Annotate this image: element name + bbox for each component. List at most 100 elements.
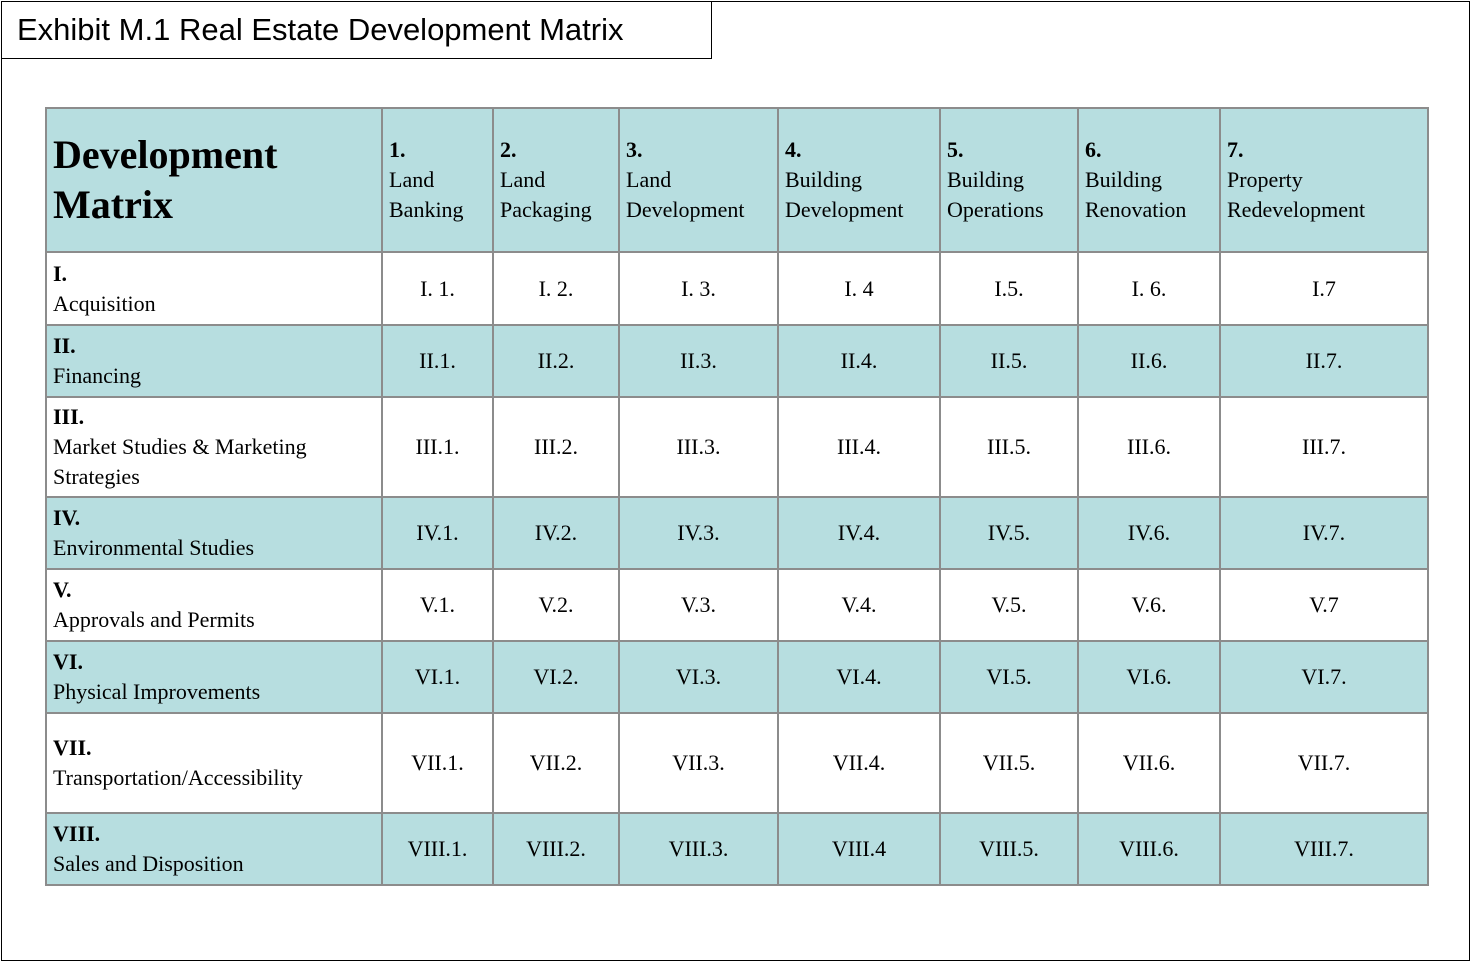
matrix-cell: VIII.7. [1219,812,1429,886]
row-header: VII. Transportation/Accessibility [45,712,383,814]
column-label: Property Redevelopment [1227,167,1366,222]
matrix-cell: VII.5. [939,712,1079,814]
matrix-cell: IV.1. [381,496,494,570]
matrix-row: V. Approvals and Permits V.1. V.2. V.3. V.4. V… [45,568,1429,642]
matrix-cell: II.7. [1219,324,1429,398]
matrix-cell: VII.3. [618,712,779,814]
matrix-cell: V.6. [1077,568,1221,642]
matrix-row: VII. Transportation/Accessibility VII.1. VI… [45,712,1429,814]
row-label: Market Studies & Marketing Strategies [53,434,307,489]
column-label: Land Development [626,167,745,222]
matrix-cell: VIII.1. [381,812,494,886]
matrix-cell: VII.6. [1077,712,1221,814]
row-header: VI. Physical Improvements [45,640,383,714]
row-header: III. Market Studies & Marketing Strategie… [45,396,383,498]
matrix-cell: I.5. [939,251,1079,326]
row-label: Transportation/Accessibility [53,765,303,790]
matrix-cell: III.7. [1219,396,1429,498]
column-header: 3. Land Development [618,107,779,253]
matrix-cell: II.5. [939,324,1079,398]
row-number: I. [53,260,68,286]
matrix-cell: VII.4. [777,712,941,814]
row-label: Environmental Studies [53,535,255,560]
row-header: IV. Environmental Studies [45,496,383,570]
row-label: Financing [53,363,141,388]
matrix-cell: VIII.6. [1077,812,1221,886]
matrix-cell: V.5. [939,568,1079,642]
matrix-cell: III.2. [492,396,620,498]
matrix-cell: VIII.4 [777,812,941,886]
matrix-cell: VIII.3. [618,812,779,886]
matrix-row: IV. Environmental Studies IV.1. IV.2. IV.3. I… [45,496,1429,570]
column-header: 5. Building Operations [939,107,1079,253]
exhibit-title: Exhibit M.1 Real Estate Development Matr… [1,1,712,59]
matrix-cell: IV.5. [939,496,1079,570]
matrix-cell: V.3. [618,568,779,642]
matrix-cell: IV.4. [777,496,941,570]
matrix-cell: VI.3. [618,640,779,714]
column-number: 4. [785,137,802,162]
matrix-cell: V.7 [1219,568,1429,642]
matrix-cell: I. 2. [492,251,620,326]
matrix-cell: I. 4 [777,251,941,326]
matrix-cell: II.6. [1077,324,1221,398]
matrix-cell: VI.4. [777,640,941,714]
matrix-cell: III.3. [618,396,779,498]
matrix-cell: III.6. [1077,396,1221,498]
matrix-row: VIII. Sales and Disposition VIII.1. VIII.2.… [45,812,1429,886]
matrix-cell: V.1. [381,568,494,642]
matrix-cell: III.1. [381,396,494,498]
matrix-row: I. Acquisition I. 1. I. 2. I. 3. I. 4 I.5. I. 6… [45,251,1429,326]
matrix-cell: VI.2. [492,640,620,714]
matrix-cell: II.3. [618,324,779,398]
column-number: 1. [389,137,406,162]
column-header: 4. Building Development [777,107,941,253]
header-row: Development Matrix 1. Land Banking 2. Land P… [45,107,1429,253]
column-label: Land Banking [389,167,464,222]
row-number: IV. [53,505,81,530]
column-number: 5. [947,137,964,162]
column-label: Land Packaging [500,167,592,222]
row-number: V. [53,577,72,602]
matrix-cell: III.5. [939,396,1079,498]
row-header: VIII. Sales and Disposition [45,812,383,886]
column-number: 6. [1085,137,1102,162]
column-header: 7. Property Redevelopment [1219,107,1429,253]
corner-cell: Development Matrix [45,107,383,253]
row-label: Acquisition [53,290,156,316]
matrix-cell: I.7 [1219,251,1429,326]
matrix-row: VI. Physical Improvements VI.1. VI.2. VI.3. V… [45,640,1429,714]
column-label: Building Operations [947,167,1044,222]
row-header: V. Approvals and Permits [45,568,383,642]
matrix-cell: VII.2. [492,712,620,814]
row-label: Approvals and Permits [53,607,255,632]
column-header: 2. Land Packaging [492,107,620,253]
row-number: II. [53,333,76,358]
matrix-cell: II.4. [777,324,941,398]
matrix-cell: II.2. [492,324,620,398]
matrix-cell: IV.7. [1219,496,1429,570]
matrix-cell: IV.6. [1077,496,1221,570]
row-label: Physical Improvements [53,679,261,704]
matrix-row: II. Financing II.1. II.2. II.3. II.4. II.5. II.… [45,324,1429,398]
column-label: Building Development [785,167,904,222]
row-number: VIII. [53,821,101,846]
row-header: I. Acquisition [45,251,383,326]
matrix-cell: IV.2. [492,496,620,570]
matrix-cell: V.2. [492,568,620,642]
column-header: 6. Building Renovation [1077,107,1221,253]
matrix-cell: II.1. [381,324,494,398]
matrix-cell: III.4. [777,396,941,498]
row-header: II. Financing [45,324,383,398]
matrix-cell: VIII.2. [492,812,620,886]
matrix-cell: VI.7. [1219,640,1429,714]
matrix-cell: VI.1. [381,640,494,714]
column-label: Building Renovation [1085,167,1187,222]
matrix-cell: VI.5. [939,640,1079,714]
row-number: VII. [53,735,92,760]
column-number: 2. [500,137,517,162]
matrix-cell: VIII.5. [939,812,1079,886]
matrix-cell: I. 6. [1077,251,1221,326]
